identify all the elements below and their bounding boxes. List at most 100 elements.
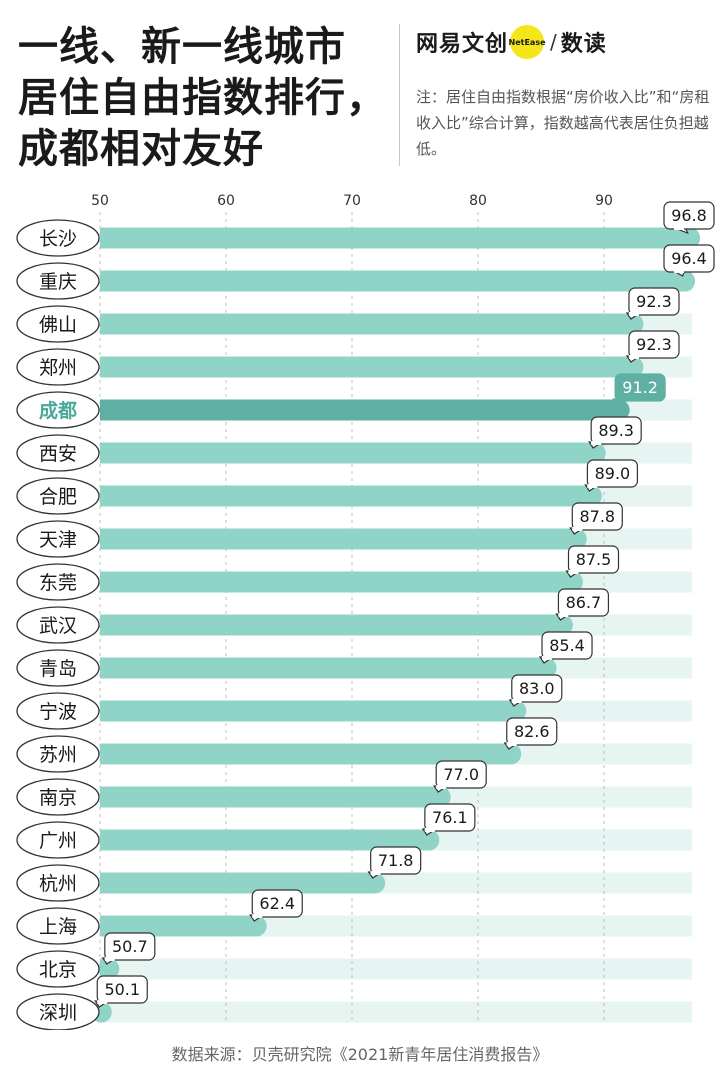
brand-slash: /: [550, 30, 557, 54]
bar: [100, 356, 633, 378]
value-callout-joint: [674, 226, 684, 230]
bar: [100, 442, 596, 464]
header-divider: [399, 24, 400, 166]
category-label: 苏州: [39, 744, 77, 766]
bar-end: [245, 915, 267, 937]
value-callout: [251, 889, 303, 918]
value-label: 50.1: [104, 980, 140, 999]
value-label: 76.1: [432, 808, 468, 827]
brand-logo: 网易文创 NetEase / 数读: [416, 25, 607, 59]
bar: [100, 786, 441, 808]
category-pill: [16, 563, 100, 601]
category-label: 上海: [39, 916, 77, 938]
data-source: 数据来源：贝壳研究院《2021新青年居住消费报告》: [171, 1045, 549, 1064]
value-callout: [663, 201, 715, 230]
category-pill: [16, 692, 100, 730]
bar-end: [565, 528, 587, 550]
bar-end: [535, 657, 557, 679]
bar-chart: 50 60 70 80 90 长沙 96.8 重庆 96.4 佛山 92.3 郑州 92.3 成都 91.2…: [16, 193, 715, 1030]
bar: [100, 485, 592, 507]
x-tick-label: 60: [217, 193, 235, 209]
category-label: 重庆: [39, 271, 77, 293]
category-label: 宁波: [39, 701, 77, 723]
value-label: 62.4: [259, 894, 295, 913]
value-callout: [567, 545, 620, 574]
value-callout-joint: [568, 570, 579, 574]
value-callout: [557, 588, 610, 617]
category-label: 合肥: [39, 486, 77, 508]
value-callout-joint: [104, 957, 115, 961]
bar-end: [505, 700, 527, 722]
category-pill: [16, 391, 100, 429]
category-pill: [16, 821, 100, 859]
value-label: 86.7: [566, 593, 602, 612]
value-label: 83.0: [519, 679, 555, 698]
category-label: 深圳: [39, 1002, 77, 1024]
category-pill: [16, 434, 100, 472]
title-line-2: 居住自由指数排行，: [18, 75, 387, 121]
value-label: 87.5: [576, 550, 612, 569]
bar: [100, 571, 573, 593]
title-line-3: 成都相对友好: [18, 126, 264, 172]
bar-end: [674, 270, 696, 292]
value-callout-joint: [252, 914, 263, 918]
value-label: 91.2: [622, 378, 658, 397]
bar: [100, 227, 690, 249]
value-label: 77.0: [443, 765, 479, 784]
category-label: 东莞: [39, 572, 77, 594]
x-tick-label: 80: [469, 193, 487, 209]
value-callout-joint: [572, 527, 583, 531]
bar-track: [100, 958, 692, 980]
value-callout: [511, 674, 563, 703]
bar: [100, 399, 620, 421]
category-pill: [16, 778, 100, 816]
value-callout: [506, 717, 558, 746]
category-pill: [16, 993, 100, 1030]
value-label: 89.0: [595, 464, 631, 483]
value-callout-joint: [436, 785, 447, 789]
x-tick-label: 50: [91, 193, 109, 209]
bar: [100, 657, 547, 679]
bar-end: [562, 571, 583, 593]
value-callout: [435, 760, 487, 789]
category-label: 郑州: [39, 357, 77, 379]
bar-end: [500, 743, 522, 765]
bar: [100, 528, 577, 550]
value-callout-joint: [542, 656, 553, 660]
x-tick-label: 70: [343, 193, 361, 209]
brand-name: 网易文创: [416, 32, 509, 57]
category-label: 杭州: [39, 873, 77, 895]
value-label: 71.8: [378, 851, 414, 870]
value-label: 89.3: [598, 421, 634, 440]
bar: [100, 743, 511, 765]
bar-end: [622, 356, 644, 378]
bar-end: [98, 958, 120, 980]
category-pill: [16, 348, 100, 386]
value-label: 85.4: [549, 636, 585, 655]
value-callout: [628, 330, 680, 359]
value-callout-joint: [558, 613, 569, 617]
bar: [100, 829, 429, 851]
value-label: 50.7: [112, 937, 148, 956]
value-callout: [628, 287, 680, 316]
value-callout-joint: [674, 269, 684, 273]
bar-end: [580, 485, 602, 507]
bar-track: [100, 1001, 692, 1023]
bar: [100, 915, 257, 937]
category-pill: [16, 950, 100, 988]
value-callout-joint: [511, 699, 522, 703]
bar-end: [364, 872, 386, 894]
value-callout: [541, 631, 593, 660]
value-callout-joint: [506, 742, 517, 746]
category-label: 北京: [39, 959, 77, 981]
bar-end: [418, 829, 440, 851]
bar: [100, 872, 375, 894]
bar-end: [622, 313, 644, 335]
value-callout: [424, 803, 476, 832]
value-callout-joint: [628, 312, 639, 316]
bar-end: [679, 227, 701, 249]
value-callout: [614, 373, 666, 402]
value-callout-joint: [615, 398, 626, 402]
value-callout: [571, 502, 623, 531]
category-pill: [16, 262, 100, 300]
